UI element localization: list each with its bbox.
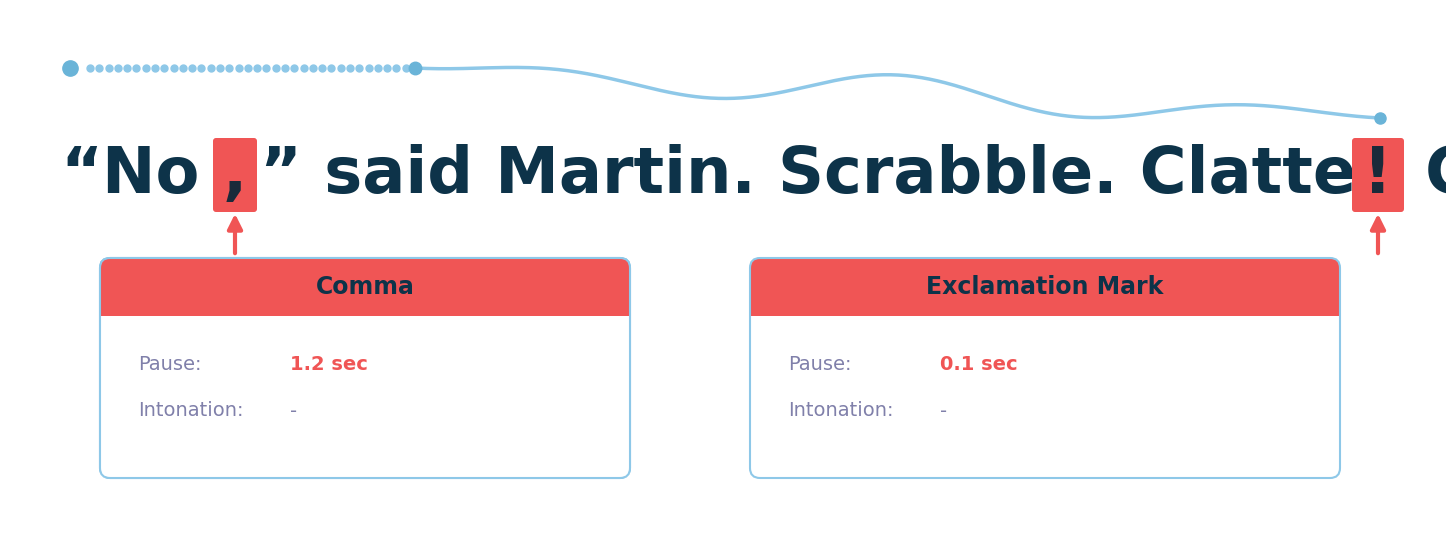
Text: !: ! [1364, 144, 1392, 206]
FancyBboxPatch shape [1352, 138, 1404, 212]
Text: -: - [940, 401, 947, 421]
Text: 0.1 sec: 0.1 sec [940, 355, 1018, 373]
FancyBboxPatch shape [750, 258, 1340, 478]
Text: ,: , [223, 144, 247, 206]
Text: Comma: Comma [315, 275, 415, 299]
FancyBboxPatch shape [100, 258, 630, 478]
Text: Pause:: Pause: [788, 355, 852, 373]
Bar [750, 316, 1340, 478]
Text: Intonation:: Intonation: [788, 401, 894, 421]
Text: Pause:: Pause: [137, 355, 201, 373]
Text: Exclamation Mark: Exclamation Mark [927, 275, 1164, 299]
Text: -: - [291, 401, 296, 421]
Text: 1.2 sec: 1.2 sec [291, 355, 367, 373]
Text: Intonation:: Intonation: [137, 401, 243, 421]
FancyBboxPatch shape [213, 138, 257, 212]
FancyBboxPatch shape [100, 258, 630, 478]
Bar [100, 316, 630, 478]
Text: “No: “No [59, 144, 200, 206]
Text: ” said Martin. Scrabble. Clatter. Crash: ” said Martin. Scrabble. Clatter. Crash [260, 144, 1446, 206]
